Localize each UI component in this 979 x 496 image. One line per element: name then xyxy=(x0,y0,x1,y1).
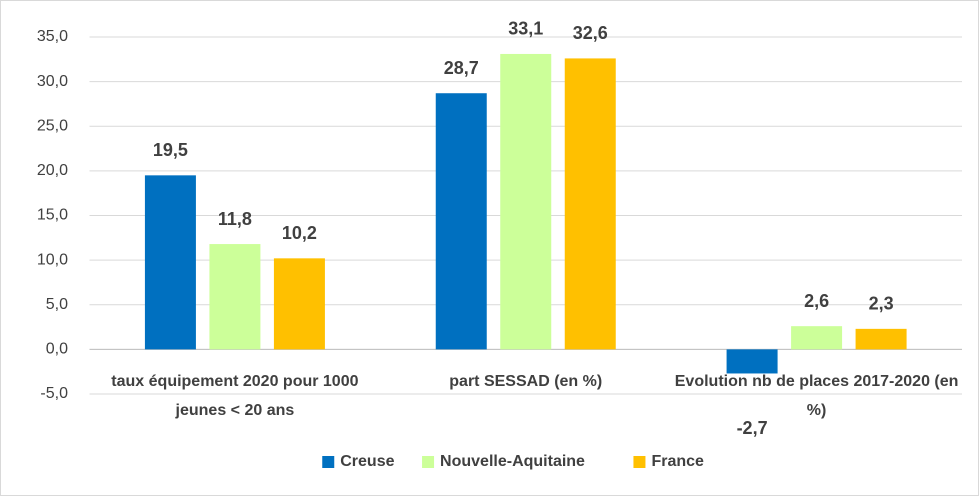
x-tick-label: taux équipement 2020 pour 1000 jeunes < … xyxy=(111,373,359,419)
legend-swatch xyxy=(322,456,335,468)
y-tick-label: 5,0 xyxy=(46,296,68,313)
y-tick-label: 20,0 xyxy=(37,162,68,179)
bar xyxy=(791,326,843,350)
y-tick-label: 30,0 xyxy=(37,73,68,90)
y-tick-label: 25,0 xyxy=(37,117,68,134)
legend-label: France xyxy=(651,453,704,470)
y-tick-label: 10,0 xyxy=(37,251,68,268)
data-label: 10,2 xyxy=(282,223,317,243)
data-label: 11,8 xyxy=(218,209,252,229)
x-tick-label: Evolution nb de places 2017-2020 (en %) xyxy=(674,373,959,419)
y-tick-label: 15,0 xyxy=(37,207,68,224)
data-label: 28,7 xyxy=(444,58,479,78)
data-label: 32,6 xyxy=(573,23,608,43)
y-tick-label: -5,0 xyxy=(40,385,68,402)
data-label: -2,7 xyxy=(737,418,768,438)
bar xyxy=(500,53,552,350)
x-tick-label: part SESSAD (en %) xyxy=(449,373,603,390)
y-tick-label: 0,0 xyxy=(46,341,68,358)
data-label: 2,6 xyxy=(804,291,829,311)
legend-label: Creuse xyxy=(340,453,394,470)
data-label: 2,3 xyxy=(869,294,894,314)
y-tick-label: 35,0 xyxy=(37,28,68,45)
legend-swatch xyxy=(633,456,646,468)
data-label: 33,1 xyxy=(508,19,543,39)
bar xyxy=(726,349,778,374)
legend-swatch xyxy=(422,456,435,468)
bar xyxy=(144,175,196,350)
legend-label: Nouvelle-Aquitaine xyxy=(440,453,585,470)
data-label: 19,5 xyxy=(153,140,188,160)
bar xyxy=(435,93,487,350)
bar xyxy=(564,58,616,350)
bar xyxy=(209,244,261,350)
bar xyxy=(273,258,325,350)
bar xyxy=(855,328,907,350)
